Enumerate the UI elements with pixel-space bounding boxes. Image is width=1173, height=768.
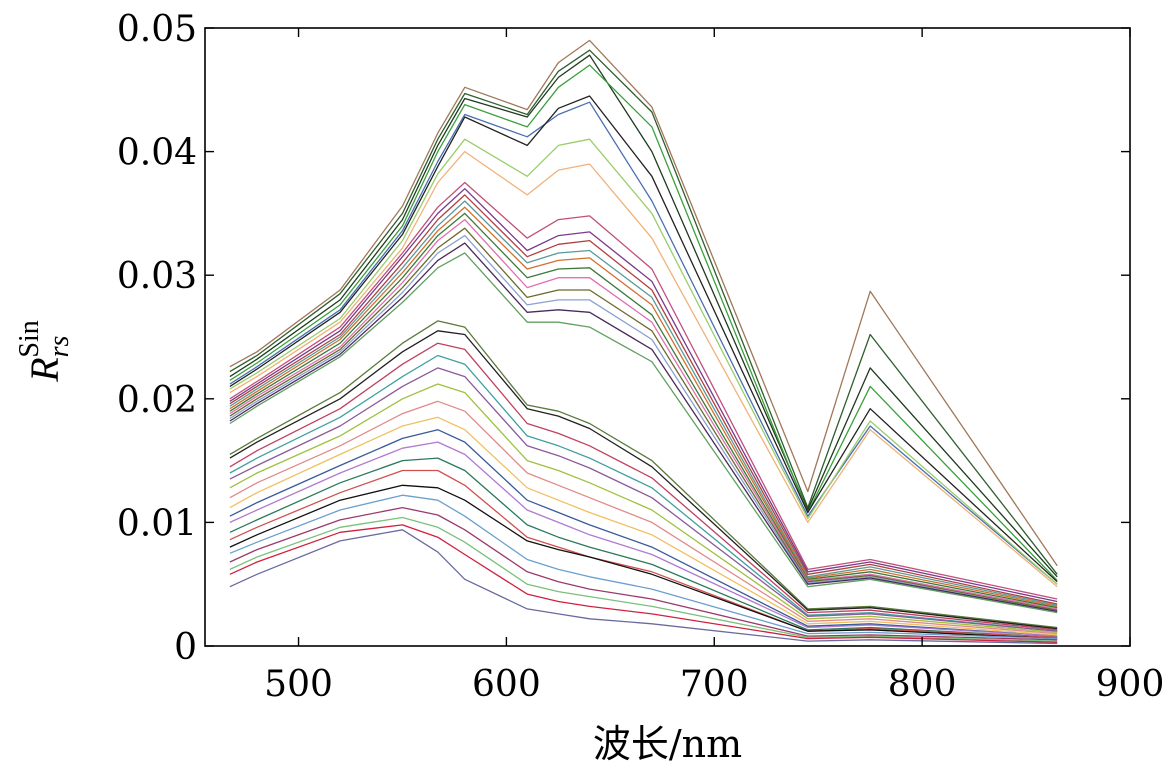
series-line-28 <box>229 429 1058 637</box>
series-line-22 <box>229 342 1058 631</box>
series-line-37 <box>229 529 1058 645</box>
series-line-30 <box>229 457 1058 638</box>
series-line-32 <box>229 484 1058 640</box>
series-line-3 <box>229 54 1058 578</box>
y-axis-label-superscript: Sin <box>14 320 45 357</box>
y-tick-label: 0.03 <box>117 256 197 297</box>
series-line-29 <box>229 441 1058 637</box>
series-line-14 <box>229 212 1058 609</box>
series-line-34 <box>229 506 1058 641</box>
series-line-1 <box>229 39 1058 567</box>
x-tick-label: 800 <box>888 664 957 705</box>
x-tick-label: 700 <box>680 664 749 705</box>
series-line-5 <box>229 101 1058 585</box>
series-line-6 <box>229 95 1058 583</box>
y-tick-label: 0 <box>174 627 197 668</box>
y-tick-label: 0.04 <box>117 133 197 174</box>
series-line-13 <box>229 206 1058 608</box>
series-line-4 <box>229 64 1058 581</box>
series-line-9 <box>229 181 1058 600</box>
series-line-26 <box>229 400 1058 635</box>
series-line-2 <box>229 49 1058 575</box>
series-line-33 <box>229 494 1058 640</box>
series-line-16 <box>229 227 1058 611</box>
series-layer <box>229 39 1058 645</box>
y-tick-label: 0.05 <box>117 9 197 50</box>
x-tick-label: 500 <box>264 664 333 705</box>
x-tick-label: 900 <box>1096 664 1165 705</box>
series-line-17 <box>229 234 1058 613</box>
series-line-36 <box>229 524 1058 643</box>
x-axis-label: 波长/nm <box>593 722 742 766</box>
series-line-18 <box>229 242 1058 613</box>
series-line-27 <box>229 416 1058 636</box>
series-line-8 <box>229 150 1058 588</box>
y-axis-label-subscript: rs <box>44 335 75 357</box>
series-line-19 <box>229 252 1058 614</box>
series-line-23 <box>229 354 1058 632</box>
series-line-7 <box>229 138 1058 585</box>
y-tick-label: 0.01 <box>117 503 197 544</box>
ticks-layer: 500 600 700 800 900 0 0.01 0.02 0.03 0.04 0.05 <box>117 9 1165 705</box>
series-line-11 <box>229 194 1058 605</box>
y-axis-label: RrsSin <box>14 320 75 383</box>
series-line-10 <box>229 188 1058 603</box>
series-line-21 <box>229 330 1058 630</box>
plot-frame <box>204 27 1131 647</box>
y-tick-label: 0.02 <box>117 380 197 421</box>
y-axis-label-main: R <box>22 357 67 382</box>
series-line-35 <box>229 516 1058 642</box>
series-line-24 <box>229 367 1058 632</box>
series-line-25 <box>229 383 1058 634</box>
series-line-20 <box>229 320 1058 629</box>
x-tick-label: 600 <box>472 664 541 705</box>
